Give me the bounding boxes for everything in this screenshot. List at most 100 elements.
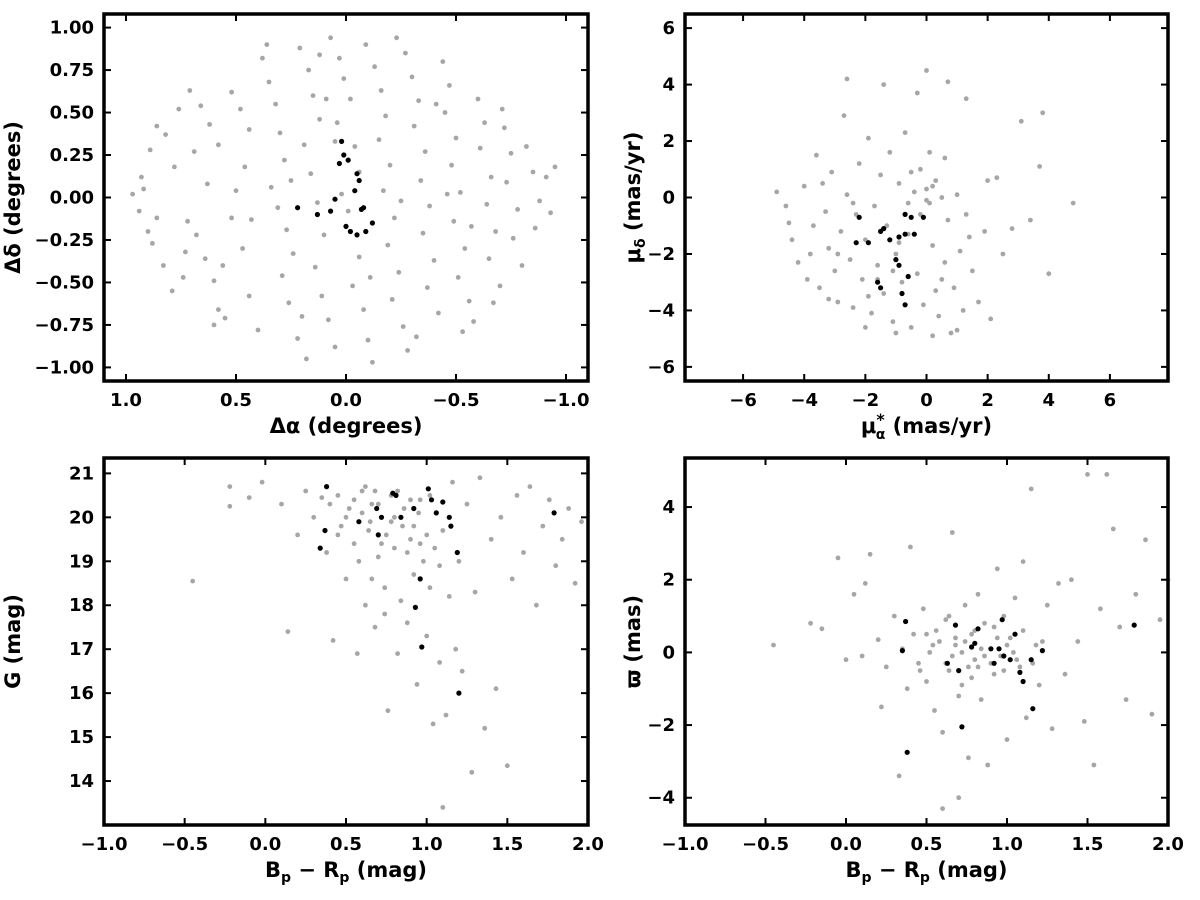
field-star-point xyxy=(835,251,841,257)
field-star-point xyxy=(191,149,197,155)
field-star-point xyxy=(227,484,233,489)
field-star-point xyxy=(312,264,318,270)
field-star-point xyxy=(433,101,439,107)
field-star-point xyxy=(411,123,417,129)
member-star-point xyxy=(878,285,884,291)
member-star-point xyxy=(332,196,338,202)
field-star-point xyxy=(559,536,565,542)
member-star-point xyxy=(398,514,404,520)
field-star-point xyxy=(850,200,856,206)
field-star-point xyxy=(916,660,921,666)
field-star-point xyxy=(255,327,261,333)
x-tick-label: 1.0 xyxy=(991,834,1023,855)
field-star-point xyxy=(359,510,365,516)
field-star-point xyxy=(343,576,349,582)
y-tick-label: −6 xyxy=(647,357,675,378)
member-star-point xyxy=(446,514,452,520)
field-star-point xyxy=(991,671,997,677)
y-tick-label: 4 xyxy=(662,497,675,518)
field-star-point xyxy=(774,189,780,195)
field-star-point xyxy=(937,639,942,644)
field-star-point xyxy=(398,198,404,204)
x-axis-label: μ* α (mas/yr) xyxy=(861,410,992,443)
member-star-point xyxy=(317,545,323,551)
field-star-point xyxy=(229,89,235,95)
field-star-point xyxy=(783,203,789,209)
member-star-point xyxy=(881,226,887,232)
member-star-point xyxy=(352,188,358,194)
field-star-point xyxy=(875,637,881,643)
field-star-point xyxy=(975,591,981,597)
field-star-point xyxy=(497,283,503,289)
field-star-point xyxy=(180,275,186,280)
member-star-point xyxy=(328,208,334,214)
member-star-point xyxy=(347,228,353,235)
field-star-point xyxy=(504,763,510,769)
member-star-point xyxy=(375,532,381,538)
field-star-point xyxy=(405,348,410,353)
field-star-point xyxy=(416,98,421,104)
field-star-point xyxy=(356,558,362,564)
field-star-point xyxy=(482,120,487,126)
field-star-point xyxy=(1023,715,1029,721)
field-star-point xyxy=(453,646,459,652)
member-star-point xyxy=(343,223,349,229)
member-star-point xyxy=(433,510,439,516)
member-series xyxy=(853,211,927,308)
field-star-point xyxy=(1104,472,1110,477)
field-star-point xyxy=(970,268,975,274)
field-star-point xyxy=(246,127,252,132)
field-star-point xyxy=(229,215,235,221)
field-star-point xyxy=(408,536,413,542)
member-star-point xyxy=(1039,648,1045,654)
field-star-point xyxy=(352,144,358,149)
field-star-point xyxy=(216,307,221,312)
field-star-point xyxy=(375,501,381,507)
x-tick-label: −0.5 xyxy=(161,834,208,855)
field-star-point xyxy=(966,234,972,240)
field-star-point xyxy=(862,581,868,586)
field-star-point xyxy=(963,96,969,102)
member-star-point xyxy=(959,724,965,730)
field-star-point xyxy=(493,229,498,234)
y-tick-label: −2 xyxy=(647,244,675,265)
field-star-point xyxy=(866,135,871,141)
member-star-point xyxy=(314,211,320,218)
member-star-point xyxy=(1028,657,1034,663)
field-star-point xyxy=(869,310,874,316)
field-star-point xyxy=(285,629,291,634)
field-star-point xyxy=(814,152,819,158)
member-series xyxy=(899,617,1137,755)
field-star-point xyxy=(409,74,415,80)
field-star-point xyxy=(1037,164,1042,169)
field-star-point xyxy=(899,279,905,285)
member-star-point xyxy=(856,214,862,220)
member-star-point xyxy=(354,171,360,177)
field-star-point xyxy=(1062,671,1068,677)
field-star-point xyxy=(844,76,850,82)
field-star-point xyxy=(572,580,578,586)
member-star-point xyxy=(904,749,910,755)
y-tick-label: −4 xyxy=(647,300,675,321)
field-star-point xyxy=(424,633,430,639)
x-tick-label: 1.5 xyxy=(1072,834,1104,855)
field-star-point xyxy=(1020,559,1026,564)
field-star-point xyxy=(972,657,978,663)
field-star-point xyxy=(330,638,336,643)
field-star-point xyxy=(346,506,352,511)
field-star-point xyxy=(954,192,960,198)
x-tick-label: 2.0 xyxy=(572,834,604,855)
y-axis-label: G (mag) xyxy=(1,594,25,689)
y-tick-label: 0.75 xyxy=(50,60,94,81)
field-star-point xyxy=(933,288,939,294)
member-star-point xyxy=(865,240,872,246)
plot-frame xyxy=(683,456,1170,827)
field-star-point xyxy=(288,178,294,183)
member-star-point xyxy=(417,576,423,582)
x-tick-label: −1.0 xyxy=(662,834,709,855)
field-star-point xyxy=(498,514,504,520)
field-star-point xyxy=(493,686,499,692)
field-star-point xyxy=(185,218,191,224)
field-star-point xyxy=(395,488,400,494)
member-star-point xyxy=(412,604,418,611)
